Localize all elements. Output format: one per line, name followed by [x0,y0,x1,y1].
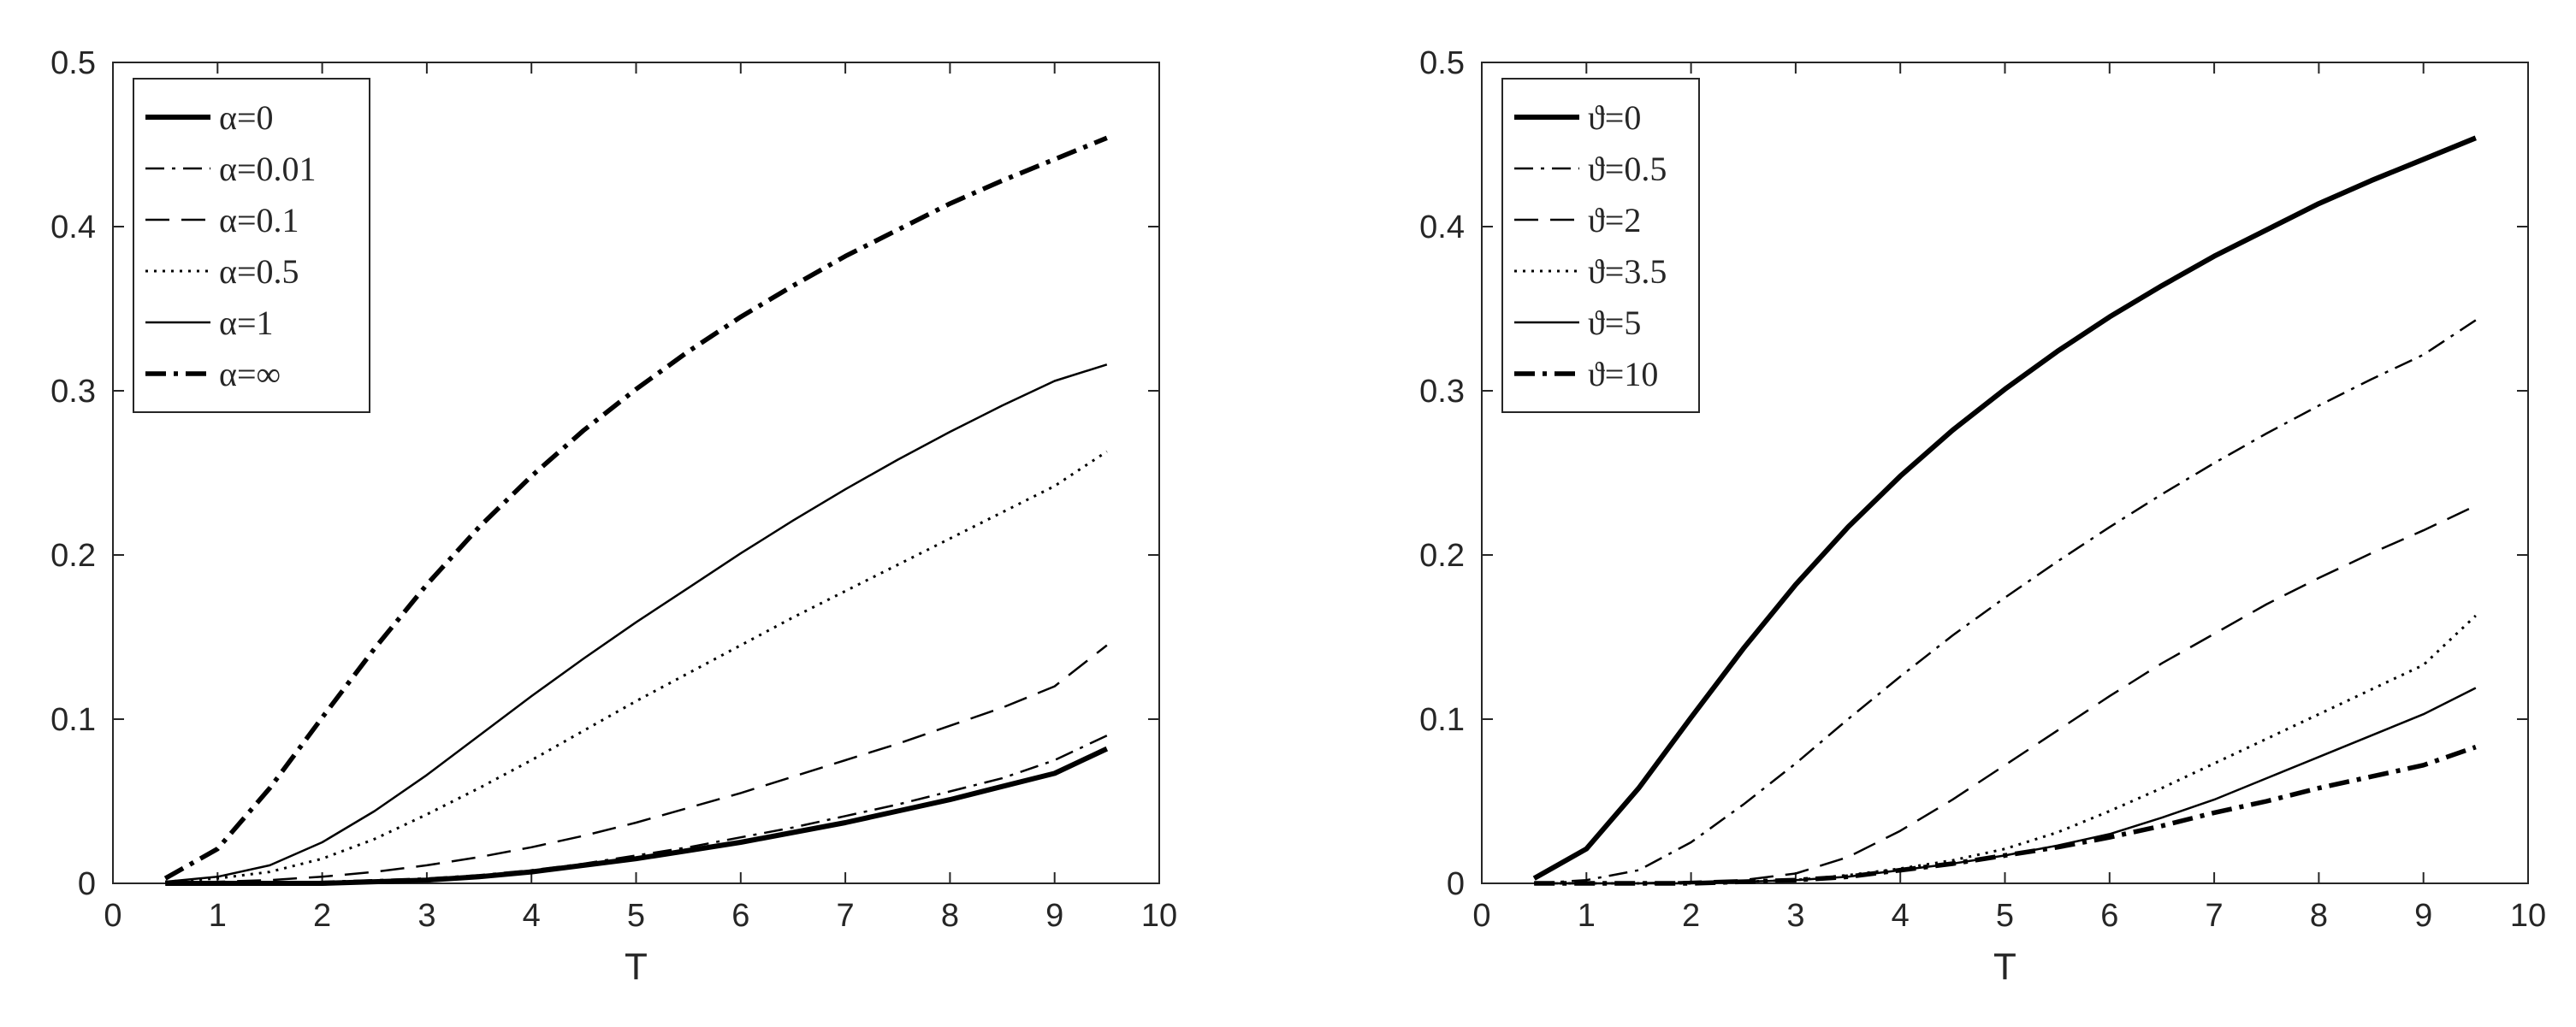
x-tick-label: 10 [2510,898,2546,934]
y-tick-label: 0.2 [50,538,96,574]
legend-label: ϑ=0 [1588,98,1641,137]
x-tick-label: 10 [1141,898,1177,934]
y-tick-label: 0.3 [1419,374,1465,410]
x-tick-label: 7 [837,898,855,934]
series-line [1534,505,2477,885]
legend-label: α=0 [219,98,274,137]
legend-label: α=1 [219,304,274,342]
x-axis-label: T [625,946,648,988]
legend-box [1501,78,1700,413]
x-tick-label: 9 [2414,898,2432,934]
y-tick-label: 0.5 [50,45,96,81]
y-tick-label: 0.5 [1419,45,1465,81]
x-tick-label: 2 [1682,898,1700,934]
x-tick-label: 1 [209,898,227,934]
y-tick-label: 0 [78,866,96,902]
series-line [165,746,1109,886]
series-line [1532,135,2477,881]
x-axis-label: T [1993,946,2016,988]
x-tick-label: 5 [627,898,645,934]
y-tick-label: 0.3 [50,374,96,410]
x-tick-label: 9 [1045,898,1063,934]
legend-label: α=0.01 [219,150,317,188]
y-tick-label: 0 [1447,866,1465,902]
series-line [165,363,1108,883]
series-line [163,135,1108,881]
x-tick-label: 6 [731,898,749,934]
x-tick-label: 2 [313,898,331,934]
x-tick-label: 8 [941,898,959,934]
legend-label: α=0.5 [219,252,299,291]
x-tick-label: 0 [1472,898,1490,934]
series-line [1534,319,2477,885]
chart-right: 0 1 2 3 4 5 6 7 8 9 10 0 0.1 0.2 0.3 0.4 0.5 Tϑ=0 ϑ=0.5 ϑ=2… [1419,45,2546,988]
x-tick-label: 3 [1786,898,1804,934]
legend-label: ϑ=2 [1588,201,1641,239]
legend-label: ϑ=10 [1588,355,1658,393]
legend-label: ϑ=3.5 [1588,252,1667,291]
legend: α=0 α=0.01 α=0.1 α=0.5 α=1 α=∞ [133,78,370,413]
x-tick-label: 4 [1892,898,1910,934]
legend-label: ϑ=0.5 [1588,150,1667,188]
x-tick-label: 5 [1996,898,2014,934]
series-line [165,644,1108,885]
legend-label: α=0.1 [219,201,299,239]
x-tick-label: 3 [417,898,435,934]
y-tick-label: 0.2 [1419,538,1465,574]
y-tick-label: 0.4 [1419,210,1465,245]
x-tick-label: 6 [2100,898,2118,934]
x-tick-label: 8 [2310,898,2328,934]
y-tick-label: 0.1 [1419,702,1465,738]
series-line [165,735,1108,885]
legend: ϑ=0 ϑ=0.5 ϑ=2 ϑ=3.5 ϑ=5 ϑ=10 [1501,78,1700,413]
y-tick-label: 0.1 [50,702,96,738]
legend-label: ϑ=5 [1588,304,1641,342]
x-tick-label: 0 [104,898,121,934]
x-tick-label: 7 [2206,898,2224,934]
y-tick-label: 0.4 [50,210,96,245]
legend-box [133,78,370,413]
legend-label: α=∞ [219,355,281,393]
series-line [1534,745,2477,886]
series-line [165,450,1108,883]
x-tick-label: 4 [523,898,541,934]
chart-left: 0 1 2 3 4 5 6 7 8 9 1000.10.20.30.40.5Tα=0α=0.01α=… [50,45,1177,988]
x-tick-label: 1 [1578,898,1596,934]
